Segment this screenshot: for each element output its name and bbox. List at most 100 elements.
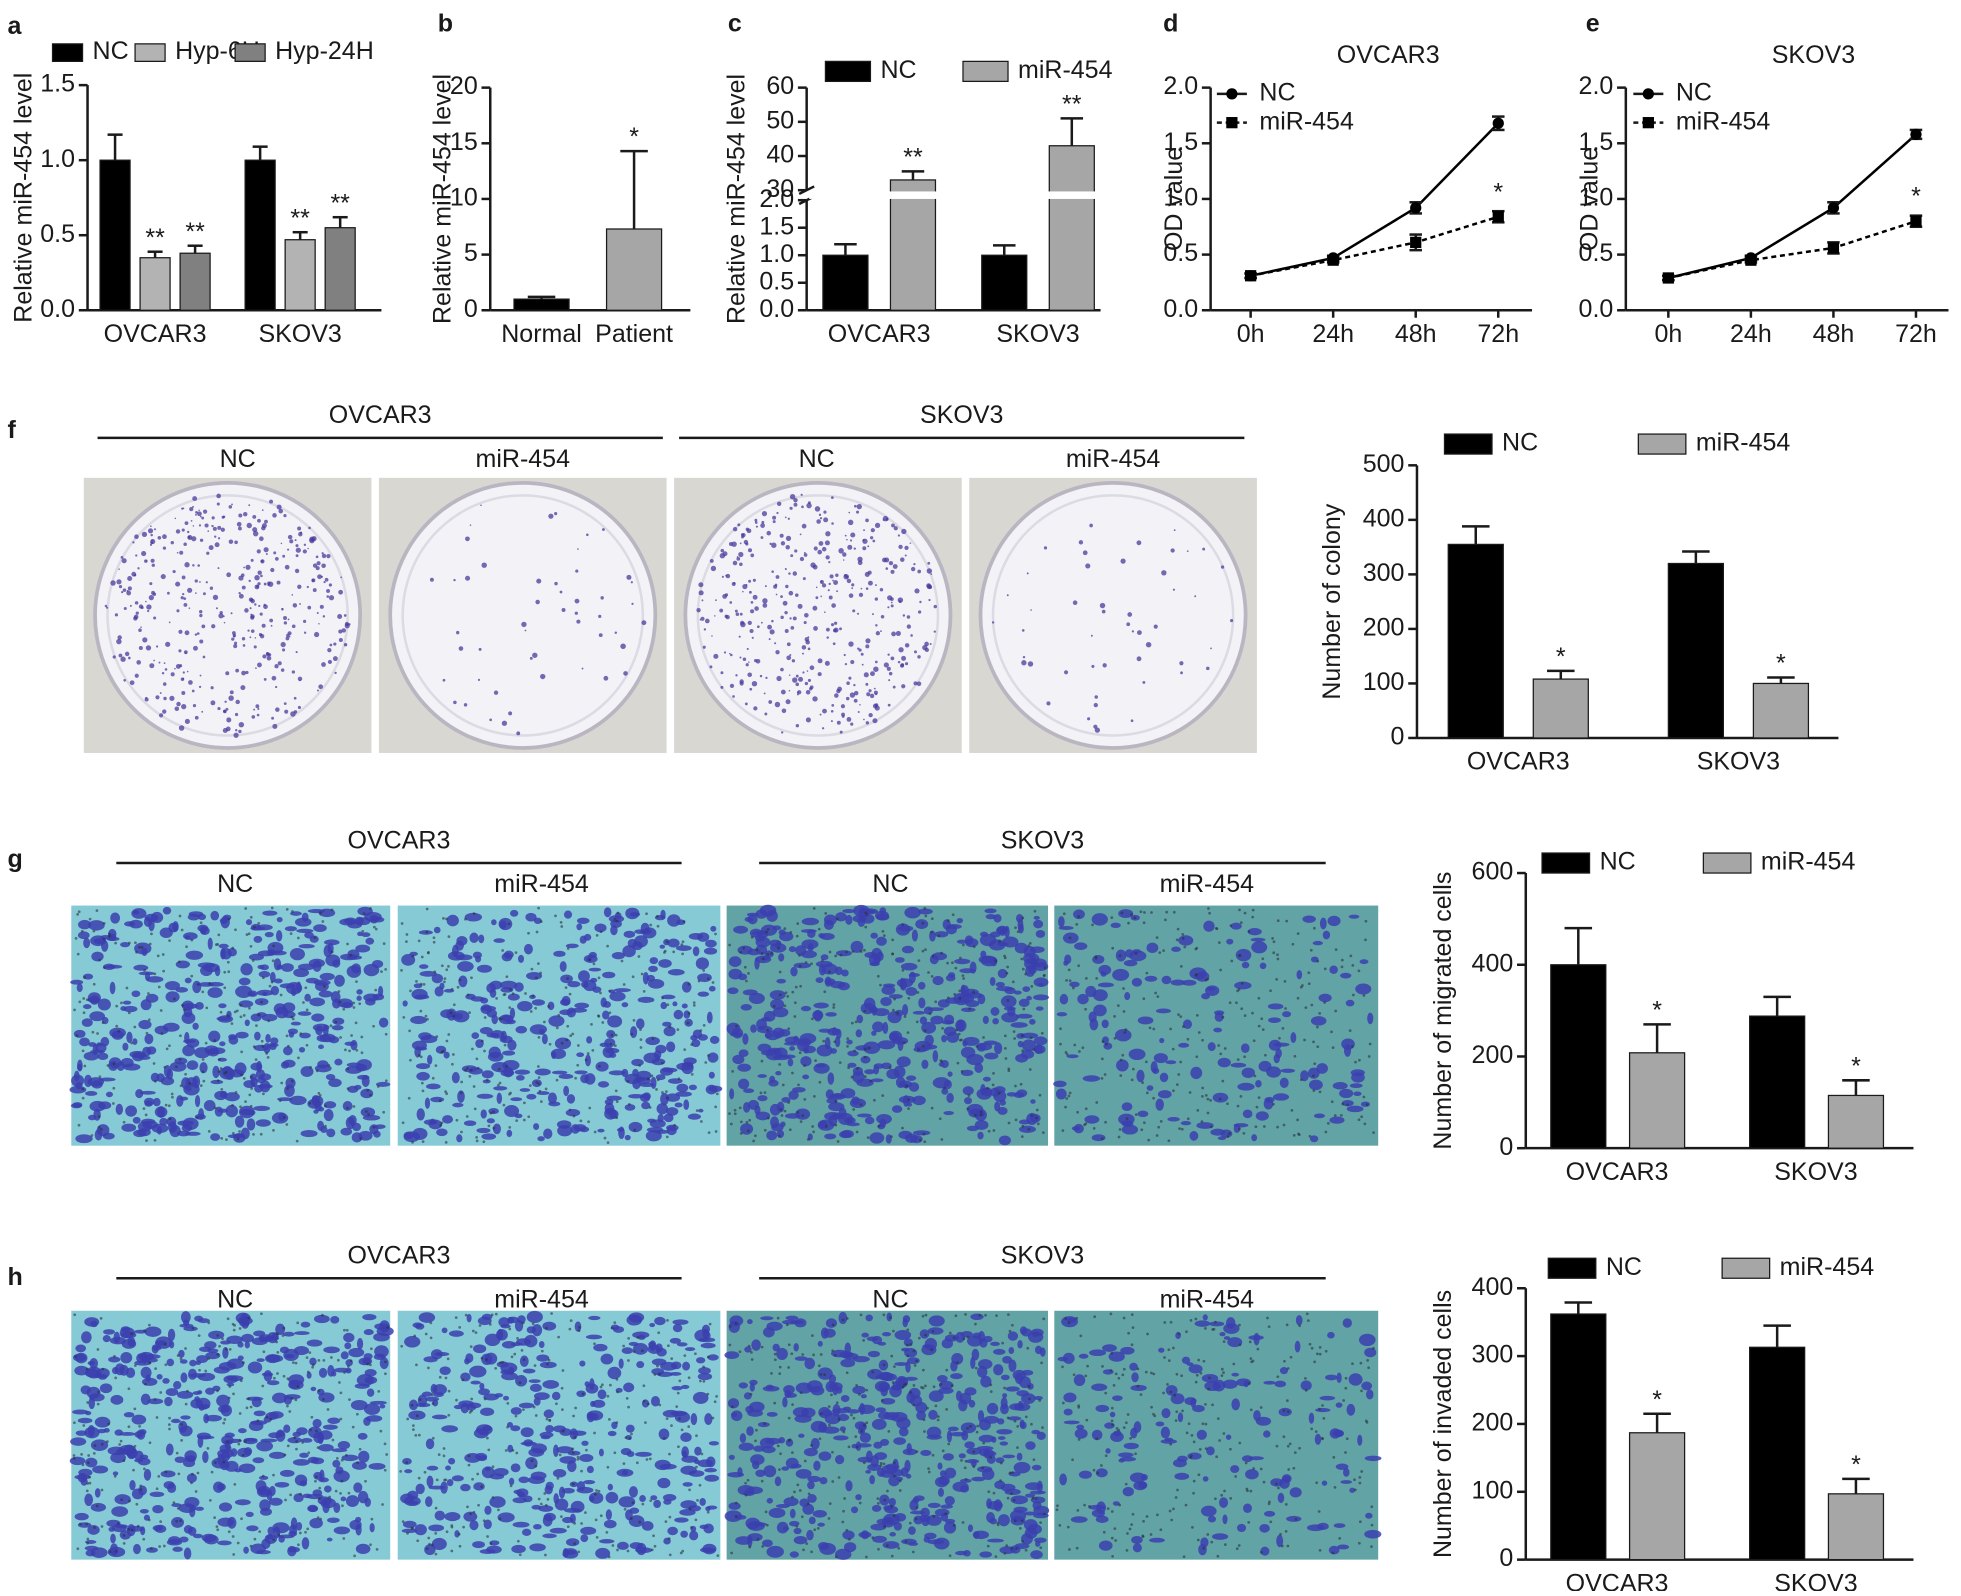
- cell: [918, 982, 925, 990]
- pore: [191, 1327, 194, 1330]
- colony: [292, 670, 295, 673]
- cell: [652, 1358, 667, 1365]
- colony: [193, 704, 196, 707]
- pore: [629, 1437, 632, 1440]
- colony: [217, 526, 221, 530]
- pore: [250, 1105, 253, 1108]
- pore: [931, 1107, 934, 1110]
- cell: [188, 1527, 196, 1536]
- cell: [864, 998, 875, 1010]
- colony: [917, 655, 920, 658]
- cell: [88, 1042, 96, 1047]
- cell: [186, 951, 203, 960]
- cell: [1030, 946, 1045, 953]
- cell: [132, 1415, 147, 1425]
- pore: [847, 1066, 850, 1069]
- cell: [566, 1538, 579, 1546]
- pore: [931, 917, 934, 920]
- cell: [977, 1132, 983, 1140]
- pore: [483, 1519, 486, 1522]
- group-label: OVCAR3: [348, 826, 451, 854]
- pore: [615, 1421, 618, 1424]
- cell: [889, 994, 903, 999]
- pore: [1316, 1026, 1319, 1029]
- pore: [256, 1419, 259, 1422]
- colony: [1131, 719, 1134, 722]
- cell: [122, 1043, 128, 1051]
- colony: [294, 697, 297, 700]
- pore: [246, 1406, 249, 1409]
- pore: [907, 997, 910, 1000]
- pore: [143, 1107, 146, 1110]
- pore: [1260, 1017, 1263, 1020]
- cell: [654, 1050, 662, 1059]
- colony: [934, 605, 937, 608]
- cell: [324, 1109, 334, 1121]
- pore: [785, 991, 788, 994]
- pore: [512, 1449, 515, 1452]
- colony: [1087, 717, 1090, 720]
- colony: [284, 621, 287, 624]
- x-tick-label: OVCAR3: [828, 320, 931, 348]
- pore: [441, 964, 444, 967]
- cell: [77, 1060, 83, 1072]
- cell: [580, 1527, 596, 1535]
- cell: [472, 1541, 485, 1548]
- cell: [1210, 1129, 1225, 1136]
- cell: [556, 1446, 573, 1453]
- pore: [596, 934, 599, 937]
- colony: [863, 529, 865, 531]
- pore: [1307, 971, 1310, 974]
- cell: [323, 1346, 340, 1353]
- chart-title: SKOV3: [1772, 41, 1855, 69]
- pore: [1041, 1032, 1044, 1035]
- pore: [78, 1001, 81, 1004]
- y-axis-label: Relative miR-454 level: [722, 74, 750, 324]
- pore: [588, 959, 591, 962]
- pore: [647, 1403, 650, 1406]
- pore: [675, 1405, 678, 1408]
- pore: [881, 1094, 884, 1097]
- colony: [459, 646, 464, 651]
- colony: [223, 728, 228, 733]
- pore: [1253, 1039, 1256, 1042]
- colony: [854, 547, 856, 549]
- pore: [485, 1358, 488, 1361]
- cell: [309, 997, 325, 1006]
- cell: [1218, 1058, 1231, 1068]
- cell: [856, 1079, 873, 1087]
- cell: [1165, 1060, 1176, 1064]
- cell: [168, 1536, 181, 1544]
- pore: [255, 1024, 258, 1027]
- pore: [1030, 1114, 1033, 1117]
- colony: [846, 697, 849, 700]
- colony: [789, 617, 791, 619]
- cell: [312, 1419, 321, 1428]
- colony: [896, 631, 901, 636]
- cell: [115, 1429, 123, 1435]
- colony: [229, 539, 234, 544]
- colony: [834, 622, 837, 625]
- cell: [1329, 965, 1337, 973]
- cell: [200, 927, 210, 935]
- cell: [283, 1332, 295, 1337]
- colony: [891, 604, 894, 607]
- colony: [342, 628, 346, 632]
- y-tick-label: 0: [1391, 723, 1405, 751]
- colony: [185, 521, 189, 525]
- cell: [649, 1323, 655, 1327]
- cell: [211, 1458, 228, 1469]
- pore: [222, 1422, 225, 1425]
- cell: [758, 1044, 772, 1052]
- cell: [293, 968, 309, 977]
- cell: [172, 921, 178, 932]
- cell: [347, 949, 359, 958]
- cell: [323, 1424, 338, 1429]
- pore: [1341, 959, 1344, 962]
- pore: [324, 1125, 327, 1128]
- pore: [228, 918, 231, 921]
- pore: [1210, 1126, 1213, 1129]
- pore: [468, 1011, 471, 1014]
- column-label: miR-454: [1160, 870, 1255, 898]
- pore: [778, 1063, 781, 1066]
